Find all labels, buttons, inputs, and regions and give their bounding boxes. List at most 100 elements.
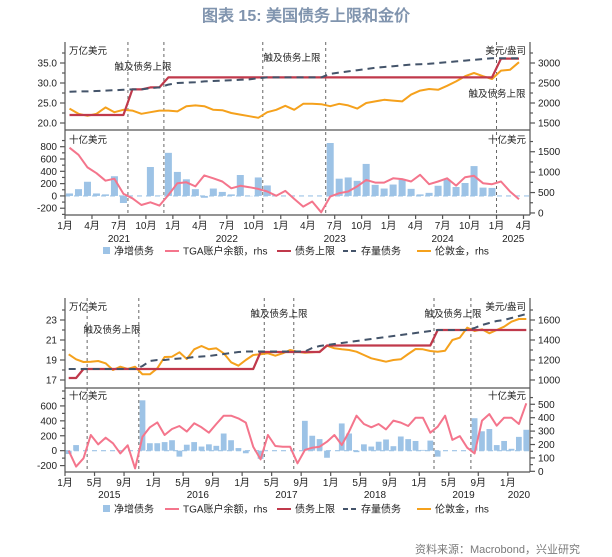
x-tick-label: 7月	[219, 220, 235, 232]
net-debt-bar	[443, 179, 451, 196]
net-debt-bar	[161, 442, 168, 451]
x-tick-label: 4月	[84, 220, 100, 232]
y-tick-label: 800	[40, 142, 57, 153]
net-debt-bar	[501, 440, 507, 451]
net-debt-bar	[220, 433, 227, 451]
net-debt-bar	[486, 429, 493, 451]
year-label: 2023	[324, 234, 347, 245]
x-tick-label: 1月	[146, 477, 162, 489]
net-debt-bar	[425, 192, 433, 196]
chart-1	[60, 42, 535, 254]
net-debt-bar	[412, 440, 419, 451]
net-debt-bar	[523, 429, 530, 451]
right-unit-label: 美元/盎司	[485, 301, 526, 313]
net-debt-bar	[488, 187, 496, 196]
net-debt-bar	[235, 448, 242, 451]
net-debt-bar	[119, 195, 127, 203]
debt-limit-annotation: 触及债务上限	[424, 308, 482, 320]
y-tick-label: 500	[538, 400, 555, 411]
net-debt-bar	[206, 444, 212, 451]
legend-label: 存量债务	[361, 245, 401, 258]
debt-limit-annotation: 触及债务上限	[83, 324, 141, 336]
source-note: 资料来源：Macrobond，兴业研究	[414, 544, 580, 556]
y-tick-label: 25.0	[38, 99, 58, 110]
net-debt-bar	[254, 177, 262, 196]
y-tick-label: 0	[51, 191, 57, 202]
x-tick-label: 1月	[165, 220, 181, 232]
x-tick-label: 9月	[470, 477, 486, 489]
net-debt-bar	[493, 445, 500, 451]
net-debt-bar	[390, 446, 397, 451]
outstanding-debt-line	[69, 57, 519, 93]
x-tick-label: 1月	[323, 477, 339, 489]
left-unit-label: 十亿美元	[69, 390, 108, 402]
debt-limit-annotation: 触及债务上限	[114, 61, 172, 73]
left-unit-label: 万亿美元	[69, 301, 108, 313]
net-debt-bar	[73, 445, 79, 451]
net-debt-bar	[316, 439, 323, 451]
x-tick-label: 7月	[435, 220, 451, 232]
net-debt-bar	[183, 444, 190, 451]
legend-label: TGA账户余额，rhs	[183, 503, 267, 516]
x-tick-label: 5月	[264, 477, 280, 489]
net-debt-bar	[344, 177, 352, 196]
debt-limit-annotation: 触及债务上限	[263, 52, 321, 64]
legend-label: 净增债务	[114, 245, 154, 258]
year-label: 2018	[364, 490, 387, 501]
gold-price-line	[68, 61, 520, 119]
net-debt-bar	[434, 450, 441, 457]
y-tick-label: 200	[40, 179, 57, 190]
net-debt-bar	[346, 433, 353, 451]
net-debt-bar	[407, 188, 415, 196]
year-label: 2016	[187, 490, 210, 501]
left-unit-label: 十亿美元	[69, 134, 108, 146]
x-tick-label: 10月	[351, 220, 372, 232]
debt-ceiling-line	[68, 328, 527, 380]
x-tick-label: 9月	[382, 477, 398, 489]
year-label: 2024	[431, 234, 454, 245]
net-debt-bar	[452, 187, 460, 196]
y-tick-label: -200	[37, 204, 57, 215]
net-debt-bar	[405, 439, 412, 451]
x-tick-label: 5月	[175, 477, 191, 489]
y-tick-label: 19	[46, 356, 58, 367]
net-debt-bar	[198, 446, 205, 451]
net-debt-bar	[154, 443, 161, 451]
y-tick-label: 35.0	[38, 59, 58, 70]
legend-label: 伦敦金，rhs	[435, 245, 489, 258]
y-tick-label: 1200	[538, 356, 561, 367]
x-tick-label: 1月	[411, 477, 427, 489]
legend-label: 债务上限	[295, 503, 335, 516]
y-tick-label: 100	[538, 453, 555, 464]
y-tick-label: 300	[538, 427, 555, 438]
net-debt-bar	[257, 450, 264, 459]
y-tick-label: 200	[538, 440, 555, 451]
net-debt-bar	[461, 183, 469, 196]
net-debt-bar	[74, 189, 82, 196]
y-tick-label: 1000	[538, 168, 561, 179]
net-debt-bar	[375, 441, 382, 451]
legend-label: TGA账户余额，rhs	[183, 245, 267, 258]
x-tick-label: 10月	[135, 220, 156, 232]
net-debt-bar	[361, 444, 367, 451]
y-tick-label: 500	[538, 188, 555, 199]
legend	[103, 247, 431, 254]
y-tick-label: 0	[538, 208, 544, 219]
outstanding-debt-line	[68, 313, 527, 370]
x-tick-label: 4月	[516, 220, 532, 232]
net-debt-bar	[353, 450, 360, 453]
y-tick-label: 1500	[538, 119, 561, 130]
net-debt-bar	[470, 166, 478, 196]
year-label: 2015	[98, 490, 121, 501]
net-debt-bar	[368, 446, 375, 451]
net-debt-bar	[335, 178, 343, 196]
net-debt-bar	[427, 440, 434, 451]
net-debt-bar	[191, 442, 198, 451]
net-debt-bar	[110, 176, 118, 196]
x-tick-label: 10月	[243, 220, 264, 232]
y-tick-label: -200	[37, 461, 57, 472]
year-label: 2025	[502, 234, 525, 245]
chart-title: 图表 15: 美国债务上限和金价	[201, 8, 411, 25]
net-debt-bar	[383, 439, 389, 451]
